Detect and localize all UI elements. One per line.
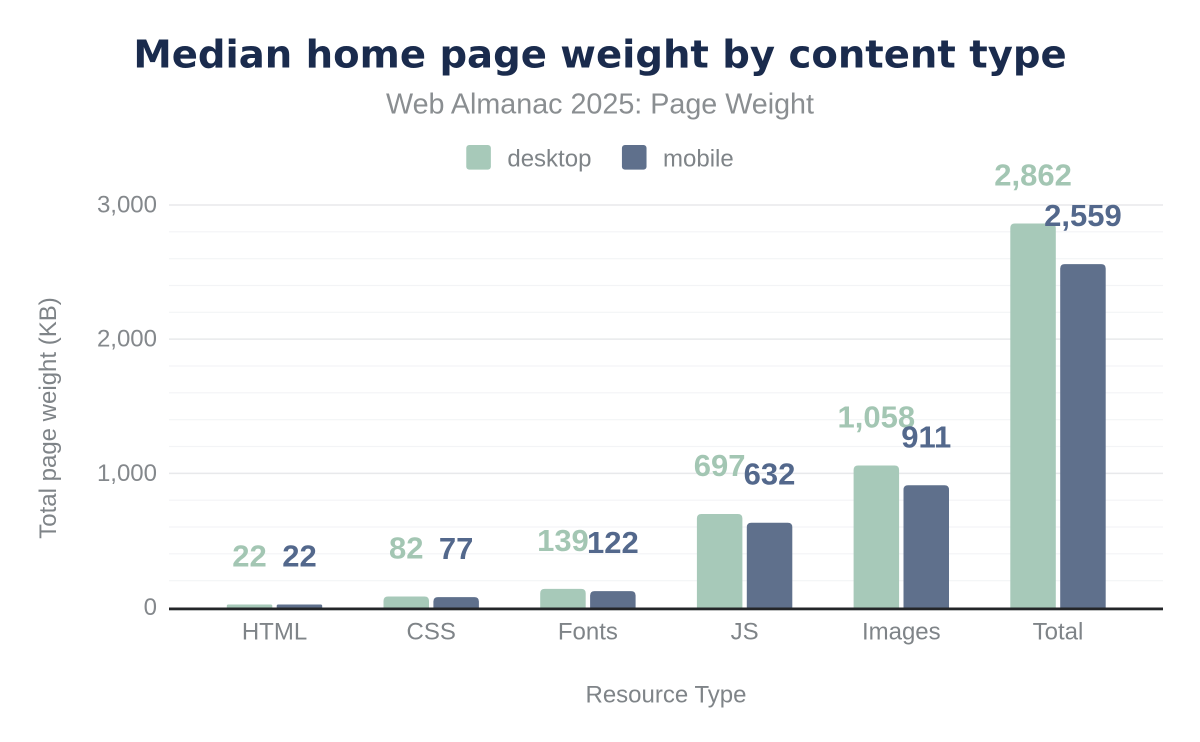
value-label-desktop-Fonts: 139	[537, 523, 589, 558]
legend: desktop mobile	[466, 145, 734, 172]
x-category-label-HTML: HTML	[242, 619, 307, 646]
value-label-desktop-CSS: 82	[389, 530, 423, 565]
y-tick-label-3000: 3,000	[97, 192, 157, 219]
legend-swatch-mobile	[621, 145, 647, 170]
y-tick-label-1000: 1,000	[97, 460, 157, 487]
y-axis-title: Total page weight (KB)	[35, 297, 62, 538]
value-label-mobile-HTML: 22	[282, 539, 316, 574]
legend-item-mobile[interactable]: mobile	[621, 145, 734, 172]
bar-mobile-JS[interactable]	[746, 522, 793, 608]
value-label-mobile-Total: 2,559	[1044, 198, 1122, 233]
chart-title: Median home page weight by content type	[133, 33, 1066, 78]
gridlines	[169, 204, 1163, 582]
bar-mobile-Fonts[interactable]	[590, 591, 636, 608]
x-category-label-JS: JS	[731, 619, 759, 646]
x-axis-line	[169, 607, 1163, 611]
bar-mobile-Images[interactable]	[903, 485, 950, 608]
value-label-mobile-CSS: 77	[439, 531, 473, 566]
bar-desktop-Fonts[interactable]	[540, 588, 586, 608]
bar-desktop-HTML[interactable]	[226, 604, 273, 608]
bar-mobile-Total[interactable]	[1060, 264, 1106, 608]
value-label-mobile-Fonts: 122	[587, 525, 639, 560]
value-label-desktop-JS: 697	[694, 448, 746, 483]
x-axis-title: Resource Type	[586, 682, 747, 709]
value-label-desktop-Total: 2,862	[994, 158, 1072, 193]
value-label-mobile-JS: 632	[744, 457, 796, 492]
legend-label-mobile: mobile	[663, 145, 734, 172]
x-category-label-CSS: CSS	[407, 619, 456, 646]
x-category-labels: HTML CSS Fonts JS Images Total	[242, 619, 1084, 646]
bar-desktop-CSS[interactable]	[383, 596, 430, 608]
legend-swatch-desktop	[466, 145, 491, 170]
chart-subtitle: Web Almanac 2025: Page Weight	[386, 89, 814, 121]
y-tick-labels: 0 1,000 2,000 3,000	[97, 192, 157, 622]
legend-item-desktop[interactable]: desktop	[466, 145, 591, 172]
bar-mobile-HTML[interactable]	[276, 604, 323, 608]
bar-desktop-Total[interactable]	[1010, 223, 1056, 608]
value-label-mobile-Images: 911	[901, 419, 951, 454]
x-category-label-Total: Total	[1033, 619, 1084, 646]
x-category-label-Fonts: Fonts	[558, 619, 618, 646]
value-label-desktop-HTML: 22	[232, 539, 266, 574]
bar-mobile-CSS[interactable]	[433, 597, 479, 608]
bar-desktop-JS[interactable]	[696, 513, 743, 608]
y-tick-label-0: 0	[144, 594, 157, 621]
bar-desktop-Images[interactable]	[853, 465, 900, 608]
y-tick-label-2000: 2,000	[97, 326, 157, 353]
value-label-desktop-Images: 1,058	[838, 400, 916, 435]
bars	[226, 223, 1106, 608]
x-category-label-Images: Images	[862, 619, 941, 646]
legend-label-desktop: desktop	[507, 145, 591, 172]
